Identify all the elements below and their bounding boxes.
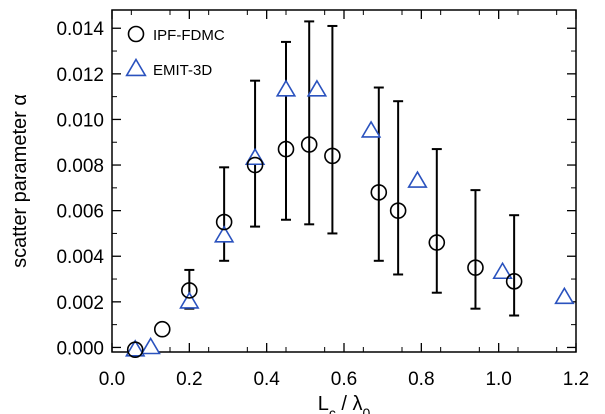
circle-marker	[389, 202, 407, 219]
triangle-marker	[179, 291, 200, 309]
y-tick-label: 0.010	[56, 110, 104, 131]
triangle-marker	[125, 339, 146, 357]
circle-marker	[370, 184, 388, 201]
legend-label-emit-3d: EMIT-3D	[153, 62, 212, 79]
circle-marker	[505, 273, 523, 290]
y-tick-label: 0.004	[56, 247, 104, 268]
triangle-marker	[306, 79, 328, 97]
x-tick-label: 0.8	[408, 369, 434, 390]
x-tick-label: 0.2	[176, 369, 202, 390]
circle-marker	[467, 259, 484, 276]
y-axis-label: scatter parameter α	[9, 94, 31, 268]
triangle-marker	[360, 120, 382, 138]
y-tick-label: 0.008	[56, 156, 104, 177]
data-markers	[125, 79, 575, 359]
legend-label-ipf-fdmc: IPF-FDMC	[153, 27, 225, 44]
x-tick-label: 1.2	[563, 369, 589, 390]
circle-marker	[215, 213, 233, 231]
circle-marker	[428, 234, 446, 251]
x-tick-label: 1.0	[485, 369, 511, 390]
y-tick-label: 0.006	[56, 202, 104, 223]
legend: IPF-FDMC EMIT-3D	[125, 25, 225, 79]
legend-circle-icon	[127, 25, 145, 43]
axis-labels: Lc / λ0 scatter parameter α	[9, 94, 371, 414]
triangle-marker	[275, 79, 297, 97]
y-axis: 0.000 0.002 0.004 0.006 0.008 0.010 0.012 0.014	[56, 19, 576, 359]
x-tick-label: 0.6	[331, 369, 357, 390]
triangle-marker	[407, 170, 428, 188]
y-tick-label: 0.012	[56, 65, 104, 86]
triangle-marker	[492, 261, 513, 280]
circle-marker	[324, 147, 341, 165]
x-axis: 0.0 0.2 0.4 0.6 0.8 1.0 1.2	[99, 10, 589, 390]
triangle-marker	[140, 336, 161, 355]
y-tick-label: 0.000	[56, 338, 104, 359]
circle-marker	[181, 282, 198, 299]
circle-marker	[277, 140, 295, 158]
triangle-marker	[554, 286, 575, 305]
x-axis-label: Lc / λ0	[318, 393, 371, 414]
circle-marker	[126, 341, 144, 359]
y-tick-label: 0.002	[56, 293, 104, 314]
x-tick-label: 0.0	[99, 369, 125, 390]
circle-marker	[153, 320, 171, 338]
x-tick-label: 0.4	[253, 369, 280, 390]
triangle-marker	[213, 225, 235, 243]
legend-triangle-icon	[125, 57, 147, 77]
circle-marker	[246, 156, 264, 174]
y-tick-label: 0.014	[56, 19, 104, 40]
circle-marker	[300, 136, 318, 153]
